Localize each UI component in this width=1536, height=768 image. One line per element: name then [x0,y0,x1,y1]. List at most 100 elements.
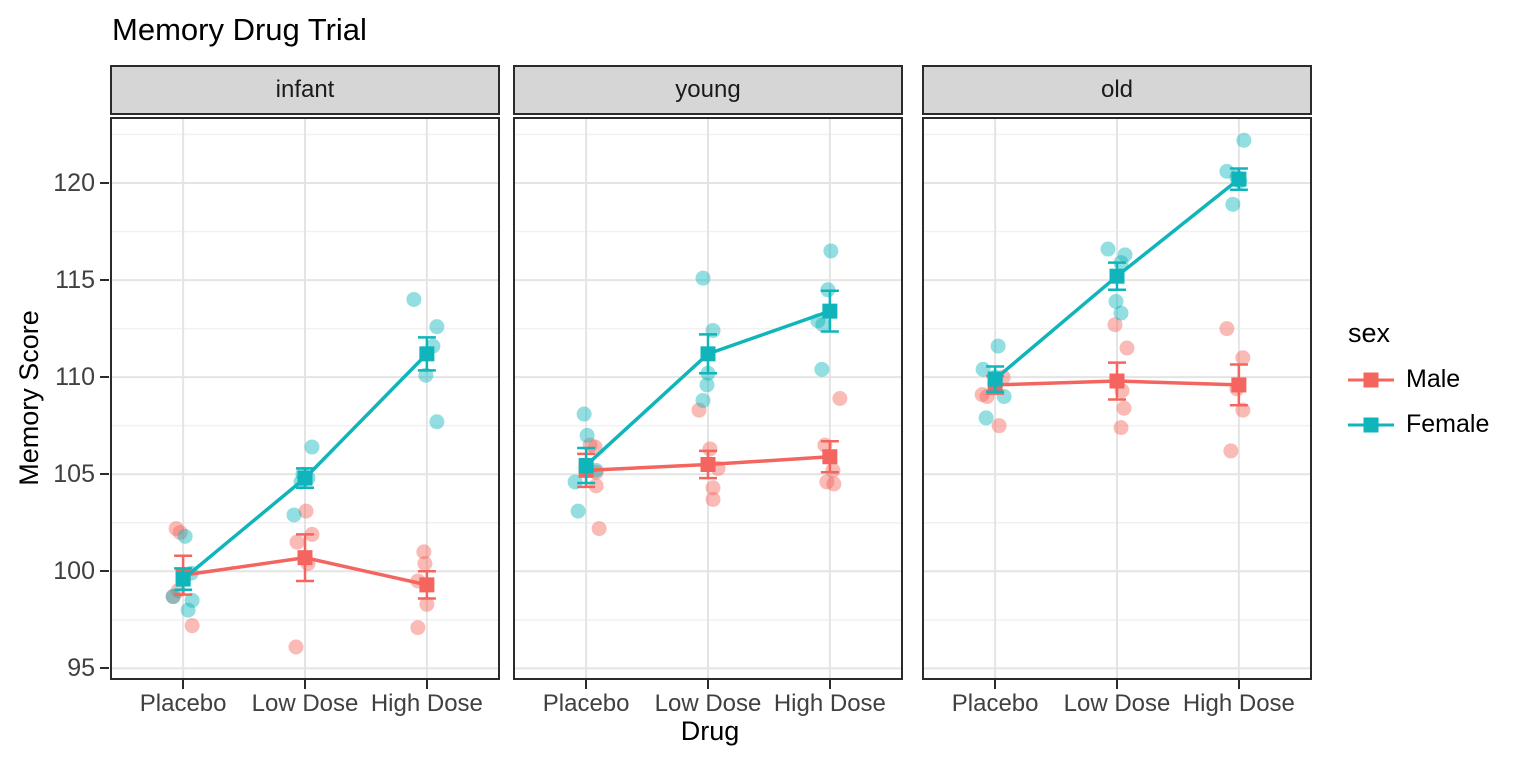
x-tick-mark [585,680,588,689]
data-point [695,392,711,408]
y-tick-mark [100,279,109,282]
data-point [165,589,181,605]
data-point [1223,443,1239,459]
facet-panel-old [922,117,1312,680]
mean-square [175,571,191,587]
data-point [819,474,835,490]
data-point [702,441,718,457]
data-point [1107,317,1123,333]
legend-key-square [1363,372,1379,387]
data-point [815,317,831,333]
data-point [1113,420,1129,436]
x-tick-label: Low Dose [251,690,359,717]
y-tick-label: 120 [53,169,95,197]
x-tick-label: Low Dose [1063,690,1171,717]
data-point [695,270,711,286]
data-point [823,243,839,259]
y-tick-label: 115 [55,266,95,295]
y-tick-label: 110 [55,363,95,392]
data-point [705,491,721,507]
x-tick-label: High Dose [1182,690,1295,717]
y-tick-mark [100,182,109,184]
mean-square [700,346,716,362]
data-point [991,418,1007,434]
data-point [417,556,433,572]
data-point [168,521,184,537]
mean-square [297,470,313,486]
data-point [1100,241,1116,257]
summary-female [986,167,1248,393]
data-point [304,439,320,455]
panel-border [513,117,903,680]
legend-key-female-icon [1348,417,1394,432]
mean-square [419,577,435,593]
data-point [184,618,200,634]
mean-square [987,371,1003,387]
x-tick-mark [707,680,709,689]
mean-square [1231,171,1247,187]
y-tick-mark [100,473,109,476]
summary-male [577,439,839,489]
y-tick-mark [100,667,109,670]
data-point [579,427,595,443]
x-tick-mark [425,680,428,689]
data-point [1235,350,1251,366]
legend-key-square [1363,417,1379,432]
mean-square [578,457,594,473]
legend-item-female: Female [1348,410,1489,439]
data-point [288,639,304,655]
x-tick-label: High Dose [370,690,483,717]
data-point [705,480,721,496]
x-tick-mark [828,680,831,689]
x-tick-label: Low Dose [654,690,762,717]
mean-square [1109,268,1125,284]
data-point [699,377,715,393]
data-point [165,589,181,605]
gridlines [110,117,500,680]
x-tick-label: Placebo [951,690,1039,717]
data-point [832,391,848,406]
x-tick-mark [304,680,306,689]
x-tick-mark [994,680,997,689]
facet-panel-young [513,117,903,680]
data-point [576,406,592,422]
data-point [419,596,435,612]
x-tick-label: High Dose [773,690,886,717]
data-point [298,503,314,519]
legend-title: sex [1348,318,1391,348]
mean-square [1109,373,1125,389]
data-point [691,402,707,418]
facet-strip-label: old [1100,76,1134,103]
data-point [177,528,193,544]
mean-square [1231,377,1247,393]
legend-items: Male Female [1348,365,1489,439]
data-point [406,291,422,307]
data-point [410,620,426,636]
x-tick-mark [1116,680,1118,689]
facet-strip-young: young [513,65,903,115]
y-tick-label: 105 [53,460,95,489]
data-point [990,338,1006,354]
x-tick-label: Placebo [139,690,227,717]
mean-square [700,457,716,473]
data-point [826,476,842,492]
chart-title: Memory Drug Trial [112,12,367,47]
facet-strip-old: old [922,65,1312,115]
data-point [814,361,830,377]
panel-border [110,117,500,680]
legend-item-label: Female [1406,410,1490,438]
data-point [184,592,200,608]
y-tick-label: 100 [53,557,95,586]
legend: sex Male Female [1348,318,1489,439]
legend-item-label: Male [1406,365,1461,393]
data-point [974,387,990,403]
data-point [416,544,432,560]
summary-female [174,336,436,591]
data-point [1219,321,1235,337]
data-point [289,534,305,550]
facet-strip-infant: infant [110,65,500,115]
data-point [429,319,445,335]
summary-female [577,289,839,485]
y-tick-label: 95 [67,654,95,683]
